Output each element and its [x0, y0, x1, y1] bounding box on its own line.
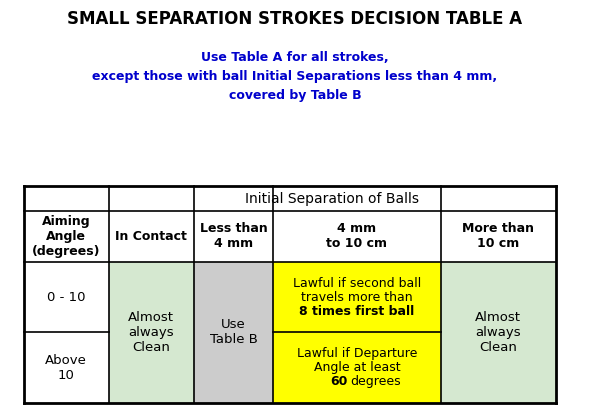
Bar [109, 262, 194, 403]
Text: SMALL SEPARATION STROKES DECISION TABLE A: SMALL SEPARATION STROKES DECISION TABLE … [67, 10, 523, 28]
Text: 8 times first ball: 8 times first ball [299, 305, 415, 318]
Text: Initial Separation of Balls: Initial Separation of Balls [245, 191, 419, 206]
Text: Above
10: Above 10 [45, 354, 87, 382]
Bar [24, 333, 109, 403]
Bar [109, 186, 556, 211]
Bar [273, 262, 441, 333]
Bar [194, 211, 273, 262]
Text: Use
Table B: Use Table B [209, 319, 257, 346]
Bar [24, 262, 109, 333]
Text: 0 - 10: 0 - 10 [47, 291, 86, 304]
Text: Use Table A for all strokes,
except those with ball Initial Separations less tha: Use Table A for all strokes, except thos… [93, 51, 497, 102]
Text: Angle at least: Angle at least [314, 361, 400, 374]
Bar [109, 211, 194, 262]
Text: travels more than: travels more than [301, 291, 413, 304]
Bar [194, 262, 273, 403]
Text: Less than
4 mm: Less than 4 mm [199, 222, 267, 250]
Text: Aiming
Angle
(degrees): Aiming Angle (degrees) [32, 215, 100, 258]
Text: 60: 60 [331, 375, 348, 388]
Text: Lawful if second ball: Lawful if second ball [293, 277, 421, 290]
Text: Lawful if Departure: Lawful if Departure [297, 347, 417, 360]
Text: 4 mm
to 10 cm: 4 mm to 10 cm [326, 222, 388, 250]
Text: More than
10 cm: More than 10 cm [462, 222, 534, 250]
Text: Almost
always
Clean: Almost always Clean [128, 311, 174, 354]
Bar [24, 186, 109, 211]
Bar [441, 262, 556, 403]
Bar [273, 333, 441, 403]
Text: Almost
always
Clean: Almost always Clean [475, 311, 521, 354]
Bar [441, 211, 556, 262]
Bar [24, 211, 109, 262]
Text: In Contact: In Contact [115, 230, 187, 243]
Text: degrees: degrees [350, 375, 401, 388]
Bar [273, 211, 441, 262]
